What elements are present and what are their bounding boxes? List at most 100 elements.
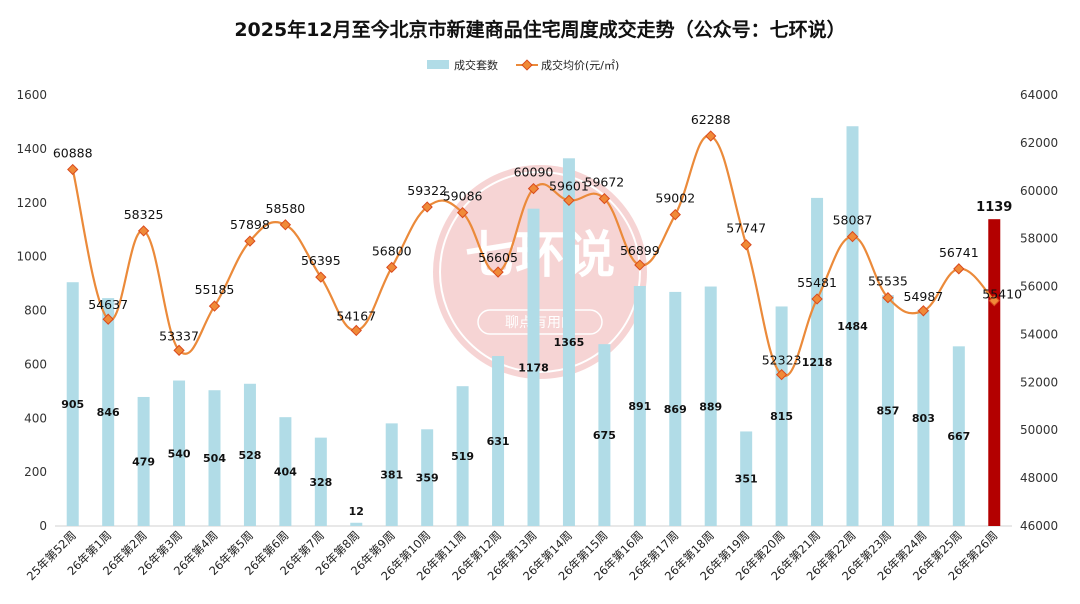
price-marker [386, 261, 398, 274]
bar-value-label: 846 [97, 406, 120, 419]
bar [456, 386, 469, 526]
bar-value-label: 857 [876, 405, 899, 418]
bar [102, 298, 115, 526]
price-value-label: 59086 [443, 189, 483, 204]
watermark-sub-box [477, 309, 603, 335]
price-value-label: 60090 [514, 165, 554, 180]
price-marker [917, 305, 930, 317]
bar [598, 344, 611, 526]
bar-value-label: 675 [593, 429, 616, 442]
price-value-label: 59672 [585, 175, 625, 190]
price-value-label: 58325 [124, 207, 164, 222]
bar [173, 380, 186, 526]
bar-value-label: 12 [349, 505, 364, 518]
bar-labels: 905 846 479 540 504 528 404 328 12 381 359 519 631 11… [61, 200, 1012, 518]
y-right-tick: 60000 [1020, 184, 1058, 198]
bar [917, 309, 930, 526]
price-marker [846, 230, 859, 243]
y-right-tick: 58000 [1020, 232, 1058, 246]
price-marker [102, 313, 114, 325]
price-value-label: 62288 [691, 112, 731, 127]
price-value-label: 59601 [549, 178, 589, 193]
price-value-label: 57747 [726, 221, 766, 236]
price-value-label: 54637 [88, 297, 128, 312]
price-value-label: 59002 [655, 191, 695, 206]
bar [669, 291, 682, 526]
y-left-tick: 0 [39, 519, 47, 533]
price-value-label: 58580 [266, 201, 306, 216]
price-marker [775, 368, 788, 381]
y-right-tick: 64000 [1020, 88, 1058, 102]
bar-value-label: 1139 [976, 200, 1012, 215]
bar [66, 282, 79, 526]
bar [137, 396, 150, 526]
price-marker [137, 225, 150, 237]
price-value-label: 55185 [195, 282, 235, 297]
bar-value-label: 891 [628, 400, 651, 413]
bar-value-label: 359 [416, 472, 439, 485]
legend-bar-swatch [427, 60, 449, 69]
price-value-label: 54987 [904, 289, 944, 304]
watermark: 七环说 聊点有用的 [433, 165, 647, 379]
price-marker [244, 235, 256, 247]
price-line-layer [67, 130, 1000, 381]
legend-line-marker [521, 59, 533, 71]
price-marker [208, 300, 221, 312]
price-marker [350, 324, 362, 337]
bar [385, 423, 398, 526]
price-value-label: 60888 [53, 146, 93, 161]
price-marker [740, 239, 752, 251]
bar-value-label: 351 [735, 473, 758, 486]
watermark-text: 七环说 [465, 226, 615, 284]
price-value-label: 56605 [478, 250, 518, 265]
bar-value-label: 1365 [554, 336, 585, 349]
bar-value-label: 528 [238, 449, 261, 462]
price-marker [456, 207, 469, 219]
bar [704, 286, 717, 526]
price-marker [598, 192, 611, 205]
price-value-label: 54167 [336, 308, 376, 323]
y-left-tick: 400 [24, 411, 47, 425]
price-marker [279, 219, 292, 231]
bar [988, 219, 1001, 526]
bar-value-label: 889 [699, 400, 722, 413]
bar-value-label: 631 [487, 435, 510, 448]
y-right-tick: 56000 [1020, 280, 1058, 294]
price-marker [527, 182, 540, 195]
bar-value-label: 905 [61, 398, 84, 411]
price-marker [882, 292, 894, 304]
bar [562, 158, 575, 526]
bar [314, 437, 327, 526]
price-marker [173, 344, 185, 356]
price-marker [705, 130, 717, 142]
y-left-tick: 1600 [16, 88, 47, 102]
bar [527, 208, 540, 526]
price-marker [988, 295, 1000, 307]
bar [350, 522, 363, 526]
price-value-label: 55410 [982, 287, 1022, 302]
bar-value-label: 815 [770, 410, 793, 423]
bar-value-label: 381 [380, 469, 403, 482]
watermark-ring [439, 171, 641, 373]
y-right-tick: 52000 [1020, 375, 1058, 389]
bar [279, 417, 292, 526]
bar-value-label: 540 [168, 447, 191, 460]
bar-value-label: 1178 [518, 361, 549, 374]
legend: 成交套数 成交均价(元/㎡) [427, 58, 619, 72]
price-marker [563, 194, 575, 206]
y-left-tick: 800 [24, 304, 47, 318]
price-value-label: 56899 [620, 243, 660, 258]
bar-value-label: 519 [451, 450, 474, 463]
watermark-subtext: 聊点有用的 [505, 315, 575, 331]
bar-value-label: 1218 [802, 356, 833, 369]
bar [740, 431, 753, 526]
bar-value-label: 479 [132, 455, 155, 468]
y-left-tick: 1400 [16, 142, 47, 156]
price-value-label: 55535 [868, 274, 908, 289]
price-marker [811, 293, 823, 305]
bar-value-label: 328 [309, 476, 332, 489]
bar [492, 356, 505, 526]
x-axis-ticks: 25年第52周26年第1周26年第2周26年第3周26年第4周26年第5周26年… [24, 528, 1001, 583]
price-value-label: 57898 [230, 217, 270, 232]
